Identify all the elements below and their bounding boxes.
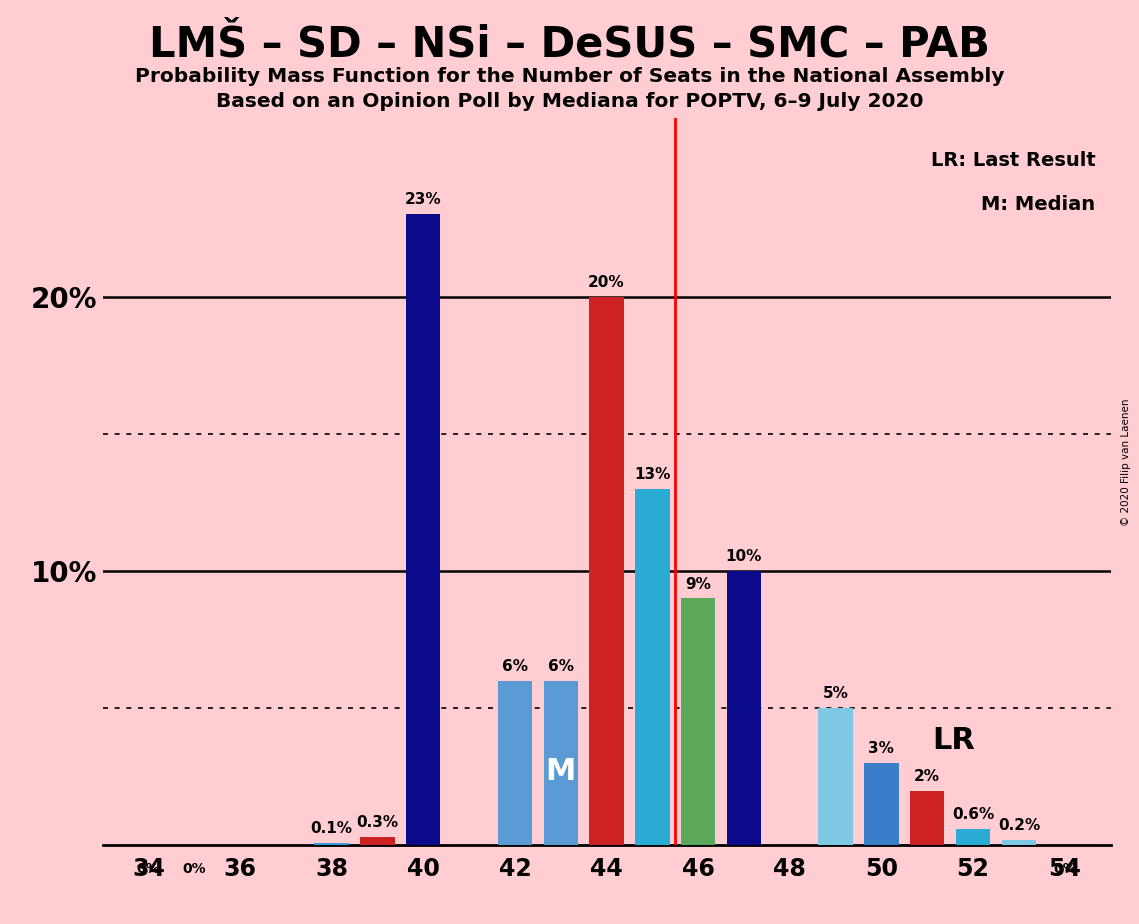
Bar [543,681,577,845]
Bar [407,214,441,845]
Text: M: M [546,757,576,786]
Text: 0.1%: 0.1% [311,821,353,836]
Bar [819,709,853,845]
Text: 23%: 23% [405,192,442,208]
Text: 20%: 20% [588,274,625,290]
Text: 0%: 0% [1052,862,1076,876]
Bar [681,599,715,845]
Text: M: Median: M: Median [982,195,1096,213]
Bar [360,837,394,845]
Text: Probability Mass Function for the Number of Seats in the National Assembly: Probability Mass Function for the Number… [134,67,1005,86]
Text: 6%: 6% [502,659,527,674]
Text: 9%: 9% [686,577,711,591]
Bar [636,489,670,845]
Bar [589,297,624,845]
Text: LR: LR [932,726,975,755]
Bar [956,829,990,845]
Text: 0%: 0% [182,862,206,876]
Text: LMŠ – SD – NSi – DeSUS – SMC – PAB: LMŠ – SD – NSi – DeSUS – SMC – PAB [149,23,990,65]
Text: 0.3%: 0.3% [357,815,399,831]
Text: © 2020 Filip van Laenen: © 2020 Filip van Laenen [1121,398,1131,526]
Bar [498,681,532,845]
Text: 10%: 10% [726,549,762,565]
Text: 0.6%: 0.6% [952,808,994,822]
Bar [1001,840,1036,845]
Text: 13%: 13% [634,467,671,482]
Text: 3%: 3% [869,741,894,756]
Text: 5%: 5% [822,687,849,701]
Bar [865,763,899,845]
Bar [727,571,761,845]
Text: LR: Last Result: LR: Last Result [931,151,1096,170]
Text: 0%: 0% [137,862,161,876]
Text: 0.2%: 0.2% [998,818,1040,833]
Text: 6%: 6% [548,659,574,674]
Bar [910,791,944,845]
Bar [314,843,349,845]
Text: 2%: 2% [915,769,941,784]
Text: Based on an Opinion Poll by Mediana for POPTV, 6–9 July 2020: Based on an Opinion Poll by Mediana for … [215,92,924,112]
